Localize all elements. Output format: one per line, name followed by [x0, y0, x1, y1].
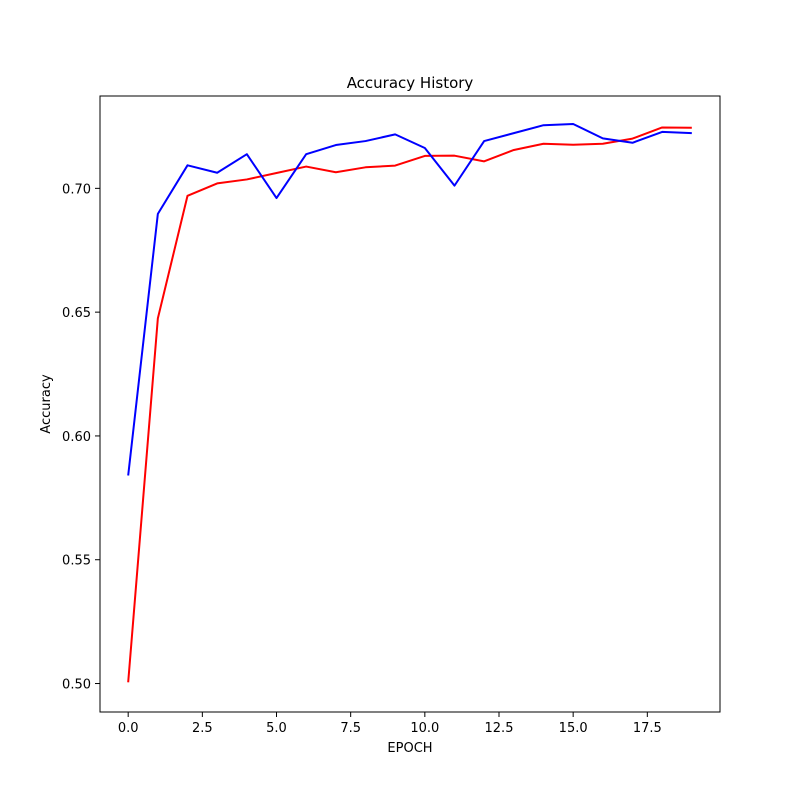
- x-axis-label: EPOCH: [387, 741, 432, 756]
- x-tick-label: 17.5: [633, 721, 662, 736]
- series-line-2: [127, 122, 692, 476]
- y-tick-label: 0.65: [62, 306, 91, 321]
- plot-frame: [99, 95, 721, 713]
- y-tick-label: 0.55: [62, 554, 91, 569]
- x-axis-ticks: 0.0 2.5 5.0 7.5 10.0 12.5 15.0 17.5: [118, 712, 662, 736]
- x-tick-label: 12.5: [485, 721, 514, 736]
- x-tick-label: 7.5: [340, 721, 361, 736]
- series-group: [127, 122, 692, 683]
- y-tick-label: 0.60: [62, 430, 91, 445]
- y-axis-ticks: 0.50 0.55 0.60 0.65 0.70: [62, 182, 100, 693]
- chart-title: Accuracy History: [347, 74, 474, 92]
- x-tick-label: 0.0: [118, 721, 139, 736]
- y-axis-label: Accuracy: [39, 374, 54, 434]
- y-tick-label: 0.50: [62, 678, 91, 693]
- x-tick-label: 10.0: [410, 721, 439, 736]
- x-tick-label: 2.5: [192, 721, 213, 736]
- x-tick-label: 5.0: [266, 721, 287, 736]
- y-tick-label: 0.70: [62, 182, 91, 197]
- x-tick-label: 15.0: [559, 721, 588, 736]
- series-line-1: [127, 126, 692, 683]
